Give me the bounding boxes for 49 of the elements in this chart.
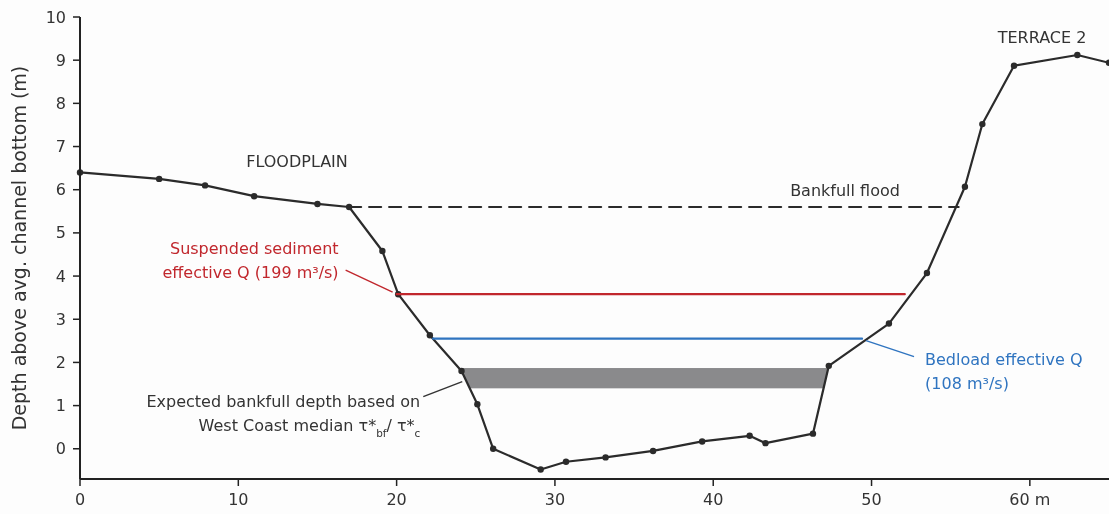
point [979, 120, 986, 128]
x-tick-label: 60 m [1009, 490, 1051, 509]
point [746, 432, 753, 440]
y-tick-label: 6 [55, 180, 66, 200]
point [562, 458, 570, 465]
point [762, 439, 769, 447]
x-tick-label: 10 [228, 490, 249, 509]
point [1074, 51, 1081, 59]
y-tick-label: 5 [55, 223, 66, 243]
point [250, 192, 258, 200]
point [809, 430, 817, 437]
y-tick-label: 3 [55, 309, 66, 329]
annotation: TERRACE 2 [996, 27, 1087, 47]
point [961, 183, 969, 190]
y-tick-label: 0 [55, 439, 66, 459]
annotation: Bankfull flood [790, 180, 900, 200]
x-tick-label: 20 [386, 490, 407, 509]
annotation: FLOODPLAIN [246, 151, 348, 171]
y-tick-label: 2 [55, 353, 66, 373]
point [379, 247, 386, 255]
y-tick-label: 10 [45, 7, 66, 27]
point [314, 200, 321, 208]
point [537, 466, 544, 473]
point [923, 269, 931, 277]
point [602, 454, 609, 461]
x-tick-label: 30 [544, 490, 566, 509]
point [885, 320, 893, 327]
y-tick-label: 8 [55, 93, 66, 113]
x-tick-label: 50 [861, 490, 882, 509]
point [649, 447, 657, 455]
point [201, 182, 209, 189]
y-axis-title: Depth above avg. channel bottom (m) [8, 65, 30, 431]
point [474, 401, 481, 408]
y-tick-label: 7 [55, 137, 66, 157]
annotation: Suspended sediment effective Q (199 m³/s) [162, 238, 339, 282]
point [825, 362, 832, 370]
y-tick-label: 9 [55, 50, 66, 70]
point [155, 175, 163, 183]
annotation: Expected bankfull depth based on West Coast median τ*$_{bf}$/ τ*$_{c}$ [146, 392, 421, 440]
point [426, 332, 434, 339]
annotation: Bedload effective Q (108 m³/s) [925, 350, 1083, 394]
y-tick-label: 4 [55, 266, 66, 286]
point [458, 367, 465, 375]
x-tick-label: 0 [74, 490, 86, 509]
point [489, 445, 497, 452]
point [1010, 62, 1018, 69]
y-tick-label: 1 [55, 396, 66, 416]
x-tick-label: 40 [703, 490, 724, 509]
point [698, 438, 706, 445]
